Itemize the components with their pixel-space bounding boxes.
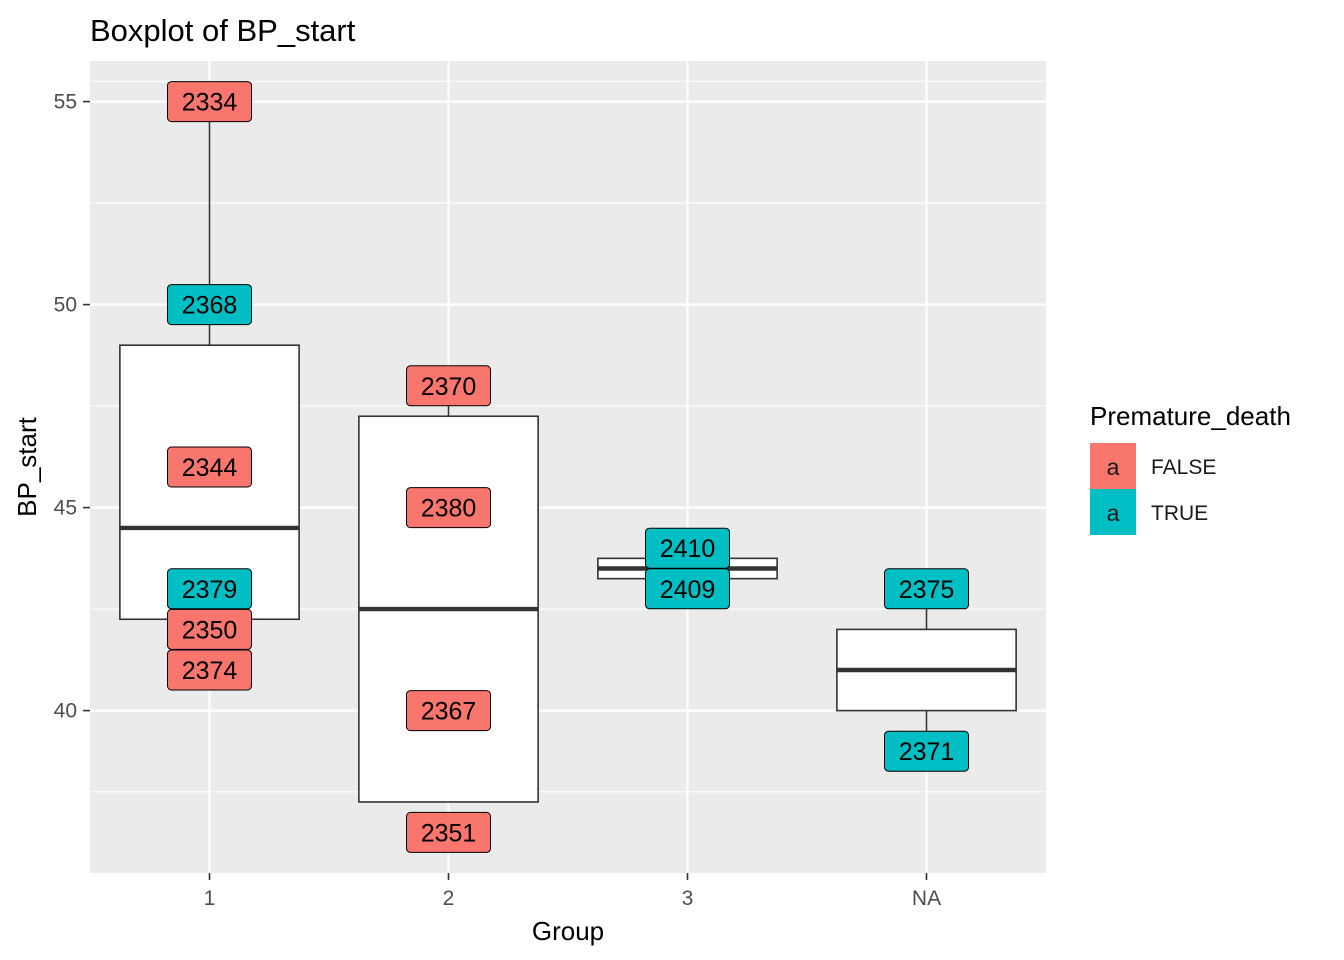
point-label-text: 2334 [182, 89, 238, 117]
x-axis-title: Group [532, 916, 604, 946]
label-background [406, 690, 491, 732]
label-background [645, 527, 730, 569]
label-background [167, 446, 252, 488]
point-label: 2409 [645, 568, 730, 610]
label-background [167, 608, 252, 650]
point-label: 2368 [167, 284, 252, 326]
point-label: 2371 [884, 730, 969, 772]
x-tick-label: NA [912, 887, 941, 910]
label-background [406, 811, 491, 853]
point-label: 2374 [167, 649, 252, 691]
point-label-text: 2351 [421, 819, 477, 847]
legend-label: TRUE [1151, 502, 1208, 525]
chart-title: Boxplot of BP_start [90, 13, 356, 48]
point-label: 2379 [167, 568, 252, 610]
y-axis: 40 45 50 55 [54, 91, 90, 723]
label-background [406, 365, 491, 407]
point-label: 2370 [406, 365, 491, 407]
box-group-na [836, 588, 1017, 752]
label-background [167, 568, 252, 610]
point-label-text: 2409 [660, 576, 716, 604]
y-axis-title: BP_start [12, 416, 42, 516]
label-background [645, 568, 730, 610]
point-label-text: 2374 [182, 657, 238, 685]
point-label-text: 2367 [421, 698, 477, 726]
point-label-text: 2379 [182, 576, 238, 604]
point-label: 2367 [406, 690, 491, 732]
point-label: 2375 [884, 568, 969, 610]
x-axis: 1 2 3 NA [204, 873, 941, 910]
point-label: 2350 [167, 608, 252, 650]
legend-key [1090, 489, 1136, 535]
point-label-text: 2344 [182, 454, 238, 482]
point-label: 2344 [167, 446, 252, 488]
legend-entries: a FALSE a TRUE [1090, 443, 1216, 535]
legend-key [1090, 443, 1136, 489]
x-tick-label: 1 [204, 887, 216, 910]
label-background [406, 487, 491, 529]
point-label: 2334 [167, 81, 252, 123]
legend-entry-true: a TRUE [1090, 489, 1208, 535]
label-background [884, 730, 969, 772]
legend-title: Premature_death [1090, 401, 1291, 431]
legend-key-glyph: a [1107, 500, 1120, 526]
x-tick-label: 2 [443, 887, 455, 910]
point-label-text: 2368 [182, 292, 238, 320]
point-labels-layer: 2334 2368 2344 2379 2350 2374 2370 2380 2367 2351… [167, 81, 969, 853]
label-background [167, 81, 252, 123]
label-background [884, 568, 969, 610]
legend: Premature_death a FALSE a TRUE [1090, 401, 1291, 535]
point-label: 2410 [645, 527, 730, 569]
point-label-text: 2380 [421, 495, 477, 523]
box-group-2 [358, 385, 539, 803]
x-tick-label: 3 [682, 887, 694, 910]
point-label-text: 2350 [182, 616, 238, 644]
point-label-text: 2371 [899, 738, 955, 766]
point-label-text: 2370 [421, 373, 477, 401]
point-label-text: 2375 [899, 576, 955, 604]
point-label-text: 2410 [660, 535, 716, 563]
y-tick-label: 45 [54, 497, 77, 520]
label-background [167, 649, 252, 691]
label-background [167, 284, 252, 326]
point-label: 2351 [406, 811, 491, 853]
legend-key-glyph: a [1107, 454, 1120, 480]
legend-entry-false: a FALSE [1090, 443, 1216, 489]
y-tick-label: 50 [54, 294, 77, 317]
y-tick-label: 55 [54, 91, 77, 114]
legend-label: FALSE [1151, 456, 1216, 479]
y-tick-label: 40 [54, 700, 77, 723]
point-label: 2380 [406, 487, 491, 529]
